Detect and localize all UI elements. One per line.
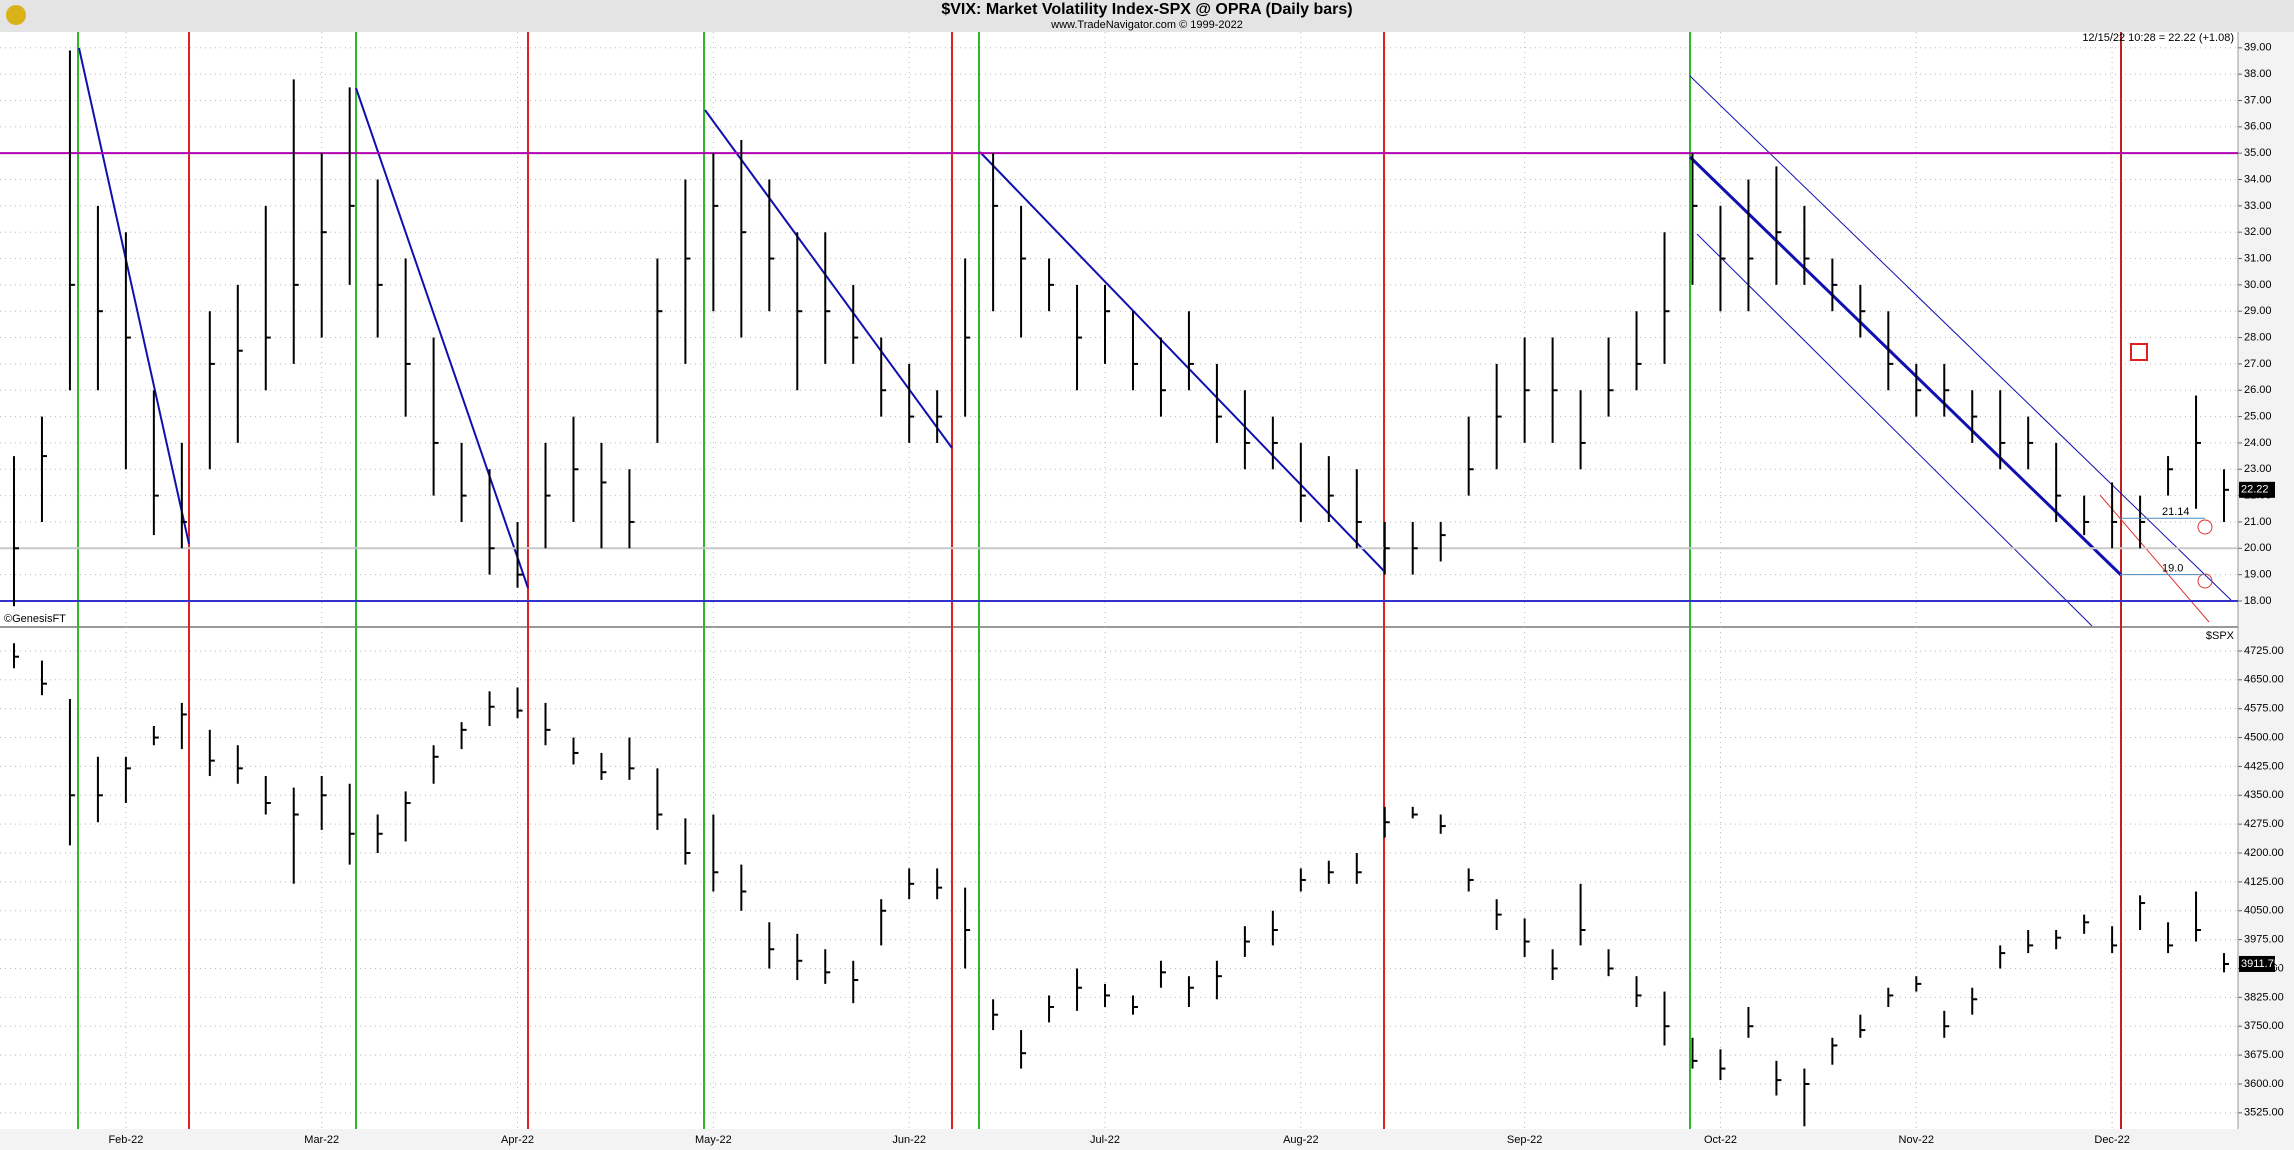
- trend-line: [979, 151, 1385, 572]
- y-tick-label: 36.00: [2244, 121, 2272, 133]
- x-tick-label: Sep-22: [1507, 1134, 1542, 1146]
- x-tick-label: Feb-22: [108, 1134, 143, 1146]
- y-tick-label: 21.00: [2244, 516, 2272, 528]
- trend-line: [704, 109, 953, 449]
- x-tick-label: Apr-22: [501, 1134, 534, 1146]
- last-value-label: 22.22: [2241, 484, 2269, 496]
- y-tick-label: 28.00: [2244, 331, 2272, 343]
- watermark: ©GenesisFT: [4, 613, 66, 625]
- y-tick-label: 3600.00: [2244, 1078, 2284, 1090]
- cycle-lines: [77, 32, 2122, 1129]
- y-tick-label: 39.00: [2244, 42, 2272, 54]
- x-tick-label: May-22: [695, 1134, 732, 1146]
- y-tick-label: 19.00: [2244, 569, 2272, 581]
- y-tick-label: 4050.00: [2244, 905, 2284, 917]
- y-tick-label: 4200.00: [2244, 847, 2284, 859]
- alert-icon[interactable]: [2130, 343, 2148, 361]
- y-tick-label: 4500.00: [2244, 731, 2284, 743]
- x-tick-label: Oct-22: [1704, 1134, 1737, 1146]
- y-tick-label: 35.00: [2244, 147, 2272, 159]
- trend-line: [355, 87, 529, 589]
- panel-name: $SPX: [2206, 630, 2235, 642]
- y-tick-label: 3975.00: [2244, 934, 2284, 946]
- trend-line: [78, 47, 190, 545]
- y-tick-label: 18.00: [2244, 595, 2272, 607]
- last-value-box: [2239, 481, 2275, 498]
- channel-line: [1696, 233, 2093, 627]
- title-bar: [0, 0, 2294, 32]
- x-tick-label: Jul-22: [1090, 1134, 1120, 1146]
- x-tick-label: Mar-22: [304, 1134, 339, 1146]
- y-tick-label: 3675.00: [2244, 1049, 2284, 1061]
- header-label: 12/15/22 10:28 = 22.22 (+1.08): [2082, 32, 2234, 44]
- y-tick-label: 38.00: [2244, 68, 2272, 80]
- marker-circle: [2197, 573, 2213, 589]
- y-tick-label: 33.00: [2244, 200, 2272, 212]
- y-tick-label: 3750.00: [2244, 1020, 2284, 1032]
- y-tick-label: 4575.00: [2244, 703, 2284, 715]
- y-tick-label: 3525.00: [2244, 1107, 2284, 1119]
- y-tick-label: 4725.00: [2244, 645, 2284, 657]
- y-tick-label: 23.00: [2244, 463, 2272, 475]
- x-tick-label: Nov-22: [1899, 1134, 1934, 1146]
- y-tick-label: 29.00: [2244, 305, 2272, 317]
- logo[interactable]: [6, 5, 26, 25]
- level-label: 19.0: [2162, 563, 2183, 575]
- y-tick-label: 31.00: [2244, 252, 2272, 264]
- y-tick-label: 20.00: [2244, 542, 2272, 554]
- y-tick-label: 4650.00: [2244, 674, 2284, 686]
- trend-line: [1688, 155, 2123, 577]
- y-tick-label: 4275.00: [2244, 818, 2284, 830]
- y-tick-label: 34.00: [2244, 173, 2272, 185]
- last-value-box: [2239, 955, 2275, 972]
- x-axis-area: [0, 1129, 2294, 1150]
- y-tick-label: 26.00: [2244, 384, 2272, 396]
- y-tick-label: 32.00: [2244, 226, 2272, 238]
- x-tick-label: Jun-22: [892, 1134, 926, 1146]
- last-value-label: 3911.75: [2241, 958, 2280, 970]
- y-tick-label: 4125.00: [2244, 876, 2284, 888]
- chart-subtitle: www.TradeNavigator.com © 1999-2022: [1050, 19, 1243, 31]
- y-tick-label: 3825.00: [2244, 991, 2284, 1003]
- y-tick-label: 25.00: [2244, 410, 2272, 422]
- marker-circle: [2197, 519, 2213, 535]
- y-tick-label: 4425.00: [2244, 760, 2284, 772]
- y-tick-label: 24.00: [2244, 437, 2272, 449]
- x-tick-label: Dec-22: [2094, 1134, 2129, 1146]
- y-tick-label: 30.00: [2244, 279, 2272, 291]
- chart-title: $VIX: Market Volatility Index-SPX @ OPRA…: [941, 1, 1352, 18]
- x-tick-label: Aug-22: [1283, 1134, 1318, 1146]
- y-tick-label: 37.00: [2244, 94, 2272, 106]
- level-label: 21.14: [2162, 506, 2190, 518]
- y-tick-label: 27.00: [2244, 358, 2272, 370]
- y-tick-label: 4350.00: [2244, 789, 2284, 801]
